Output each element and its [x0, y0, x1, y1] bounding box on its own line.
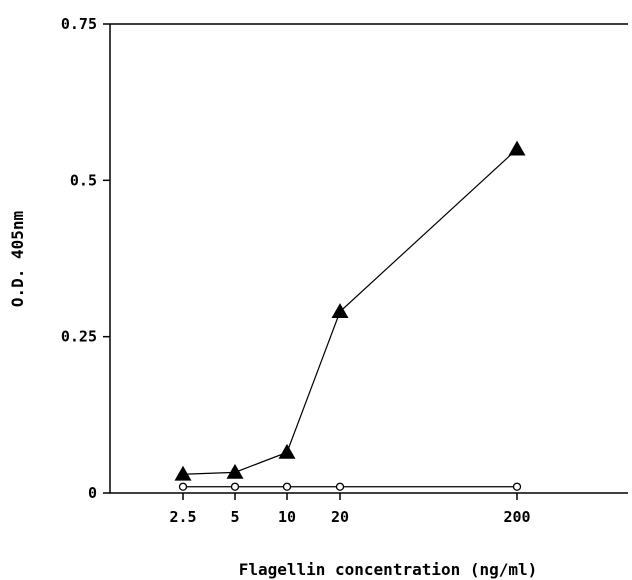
circle-marker [335, 482, 345, 491]
triangle-marker [508, 140, 526, 156]
x-tick-label: 2.5 [169, 508, 196, 526]
x-tick-label: 5 [230, 508, 239, 526]
x-ticks: 2.5 5 10 20 200 [169, 493, 531, 526]
y-axis-label: O.D. 405nm [8, 210, 27, 307]
triangle-marker [174, 465, 192, 481]
triangle-marker [331, 303, 349, 319]
x-axis-label: Flagellin concentration (ng/ml) [239, 560, 538, 579]
y-ticks: 0 0.25 0.5 0.75 [61, 15, 110, 502]
triangle-marker [278, 443, 296, 459]
circle-marker [230, 482, 240, 491]
x-tick-label: 200 [503, 508, 530, 526]
x-tick-label: 10 [278, 508, 296, 526]
x-tick-label: 20 [331, 508, 349, 526]
y-tick-label: 0.5 [70, 171, 97, 189]
circle-marker [178, 482, 188, 491]
plot-frame [109, 23, 628, 494]
triangle-marker [226, 463, 244, 479]
circle-marker [282, 482, 292, 491]
y-tick-label: 0.75 [61, 15, 97, 33]
series-line-1 [182, 148, 518, 475]
y-tick-label: 0.25 [61, 328, 97, 346]
y-tick-label: 0 [88, 484, 97, 502]
circle-marker [512, 482, 522, 491]
series-layer [174, 140, 526, 491]
